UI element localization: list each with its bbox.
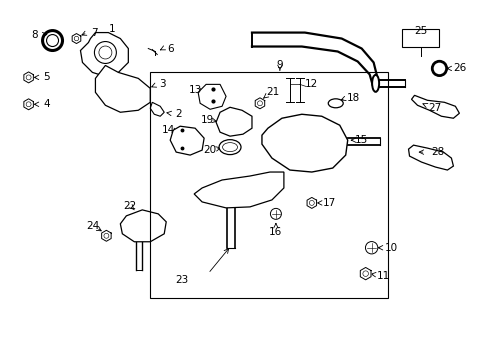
- Text: 21: 21: [266, 87, 280, 97]
- Polygon shape: [194, 172, 284, 208]
- Polygon shape: [24, 72, 33, 83]
- Polygon shape: [80, 32, 128, 76]
- Text: 14: 14: [162, 125, 175, 135]
- Polygon shape: [170, 126, 204, 155]
- Text: 27: 27: [428, 103, 441, 113]
- Text: 9: 9: [276, 60, 283, 71]
- Text: 15: 15: [355, 135, 368, 145]
- Text: 19: 19: [200, 115, 214, 125]
- Text: 7: 7: [91, 28, 98, 37]
- Polygon shape: [24, 99, 33, 110]
- Ellipse shape: [372, 75, 379, 92]
- Text: 13: 13: [189, 85, 202, 95]
- Polygon shape: [216, 107, 252, 136]
- Text: 2: 2: [175, 109, 181, 119]
- Text: 18: 18: [347, 93, 360, 103]
- Circle shape: [99, 46, 112, 59]
- Text: 10: 10: [385, 243, 398, 253]
- Text: 8: 8: [31, 30, 38, 40]
- Polygon shape: [412, 95, 460, 118]
- Text: 20: 20: [203, 145, 217, 155]
- Text: 4: 4: [43, 99, 50, 109]
- Text: 3: 3: [159, 79, 166, 89]
- Text: 1: 1: [109, 24, 116, 33]
- Polygon shape: [307, 197, 317, 208]
- Polygon shape: [262, 114, 348, 172]
- Text: 12: 12: [305, 79, 318, 89]
- Text: 25: 25: [414, 26, 427, 36]
- Bar: [401, 28, 440, 46]
- Polygon shape: [409, 145, 453, 170]
- Bar: [150, 72, 388, 298]
- Polygon shape: [96, 66, 150, 112]
- Text: 16: 16: [270, 227, 283, 237]
- Text: 28: 28: [431, 147, 444, 157]
- Text: 11: 11: [377, 271, 390, 281]
- Polygon shape: [101, 230, 111, 241]
- Text: 22: 22: [123, 201, 137, 211]
- Polygon shape: [198, 84, 226, 109]
- Ellipse shape: [222, 143, 238, 152]
- Ellipse shape: [328, 99, 343, 108]
- Text: 24: 24: [86, 221, 99, 231]
- Polygon shape: [72, 33, 81, 44]
- Text: 5: 5: [43, 72, 50, 82]
- Ellipse shape: [219, 140, 241, 154]
- Text: 26: 26: [453, 63, 466, 73]
- Polygon shape: [360, 267, 371, 280]
- Circle shape: [95, 41, 116, 63]
- Text: 17: 17: [323, 198, 336, 208]
- Polygon shape: [150, 102, 164, 116]
- Polygon shape: [255, 98, 265, 109]
- Text: 23: 23: [175, 275, 189, 285]
- Text: 6: 6: [167, 44, 173, 54]
- Polygon shape: [121, 210, 166, 242]
